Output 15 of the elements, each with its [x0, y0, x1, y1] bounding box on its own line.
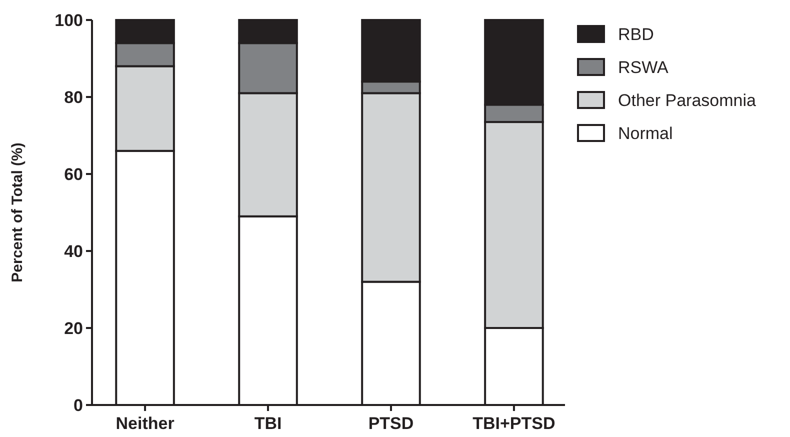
legend-label: RSWA [618, 58, 670, 77]
y-tick-label: 20 [64, 318, 83, 338]
y-tick-label: 80 [64, 88, 83, 107]
legend-label: Other Parasomnia [618, 90, 756, 110]
y-axis-title: Percent of Total (%) [9, 142, 26, 282]
x-tick-label: Neither [116, 414, 175, 433]
x-tick-label: TBI+PTSD [472, 414, 556, 433]
legend-label: Normal [618, 124, 673, 143]
legend-label: RBD [618, 24, 654, 44]
y-tick-label: 60 [64, 164, 83, 184]
y-tick-label: 100 [54, 10, 83, 30]
y-tick-label: 0 [74, 396, 83, 415]
x-tick-label: PTSD [368, 414, 414, 433]
y-tick-label: 40 [64, 242, 83, 261]
x-tick-label: TBI [254, 414, 282, 433]
